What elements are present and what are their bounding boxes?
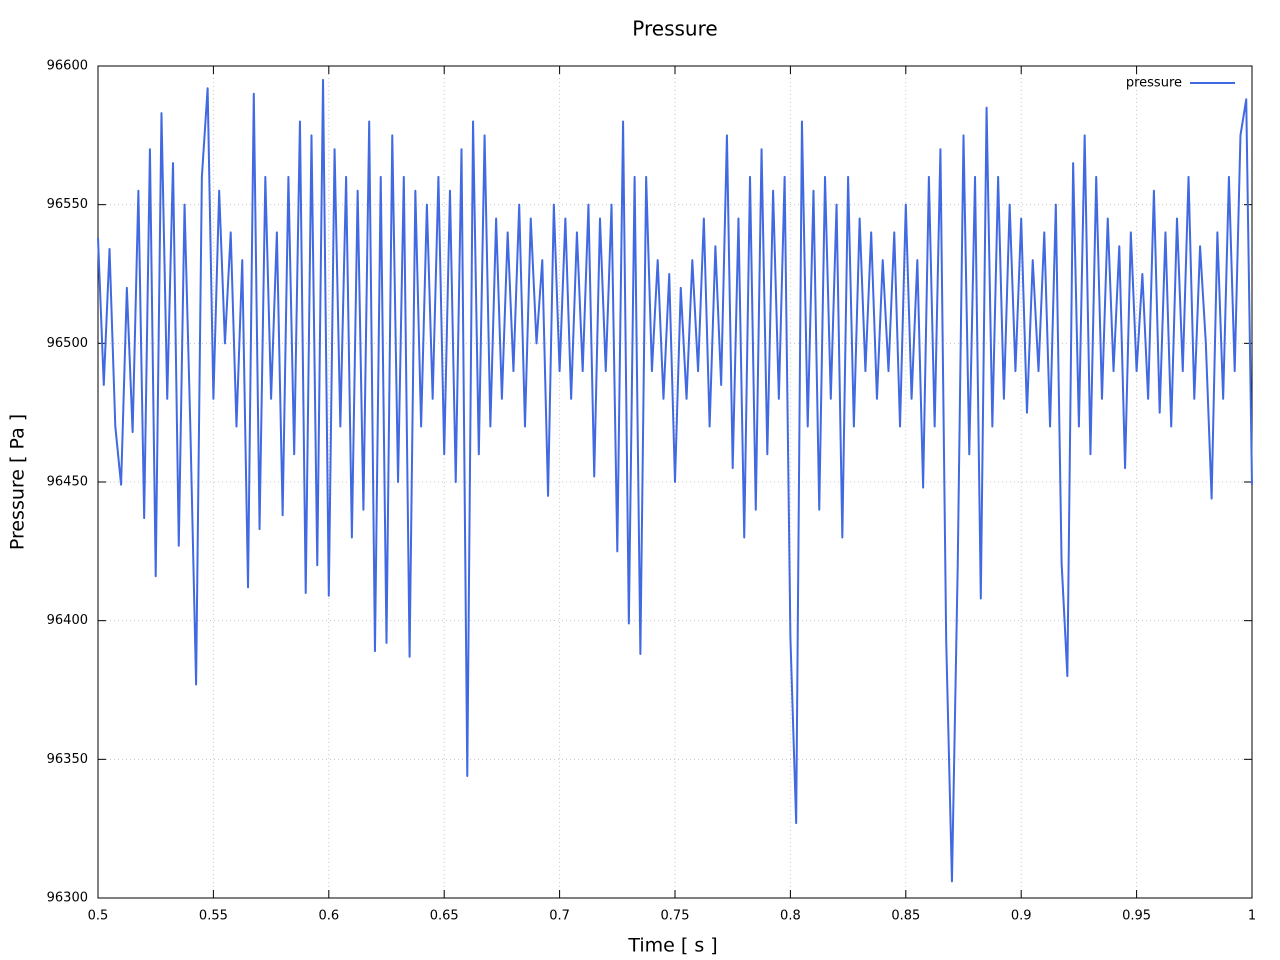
x-tick-label: 0.6 bbox=[318, 909, 339, 924]
x-axis-label: Time [ s ] bbox=[627, 935, 717, 957]
x-tick-label: 0.65 bbox=[430, 909, 459, 924]
x-tick-label: 0.55 bbox=[199, 909, 228, 924]
y-tick-label: 96450 bbox=[47, 475, 88, 490]
x-tick-label: 0.8 bbox=[780, 909, 801, 924]
legend-label: pressure bbox=[1126, 76, 1182, 91]
x-tick-label: 0.9 bbox=[1011, 909, 1032, 924]
y-tick-label: 96400 bbox=[47, 613, 88, 628]
x-tick-label: 0.95 bbox=[1122, 909, 1151, 924]
x-tick-label: 0.85 bbox=[891, 909, 920, 924]
y-tick-label: 96300 bbox=[47, 891, 88, 906]
y-tick-label: 96550 bbox=[47, 197, 88, 212]
x-tick-label: 1 bbox=[1248, 909, 1256, 924]
data-line bbox=[97, 78, 1253, 883]
x-tick-label: 0.75 bbox=[661, 909, 690, 924]
y-tick-label: 96500 bbox=[47, 336, 88, 351]
y-axis-label: Pressure [ Pa ] bbox=[7, 414, 29, 550]
x-tick-label: 0.7 bbox=[549, 909, 570, 924]
x-tick-label: 0.5 bbox=[88, 909, 109, 924]
y-tick-label: 96600 bbox=[47, 59, 88, 74]
y-tick-label: 96350 bbox=[47, 752, 88, 767]
chart-title: Pressure bbox=[632, 17, 717, 41]
